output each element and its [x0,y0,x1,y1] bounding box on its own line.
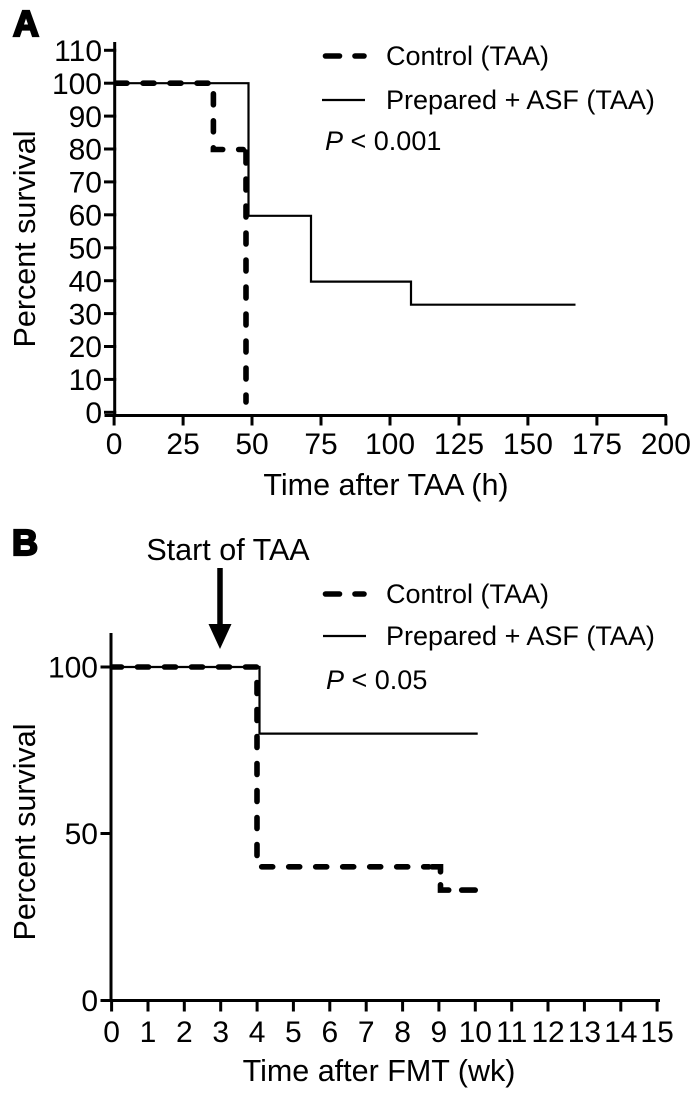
svg-text:70: 70 [69,167,102,200]
svg-text:P < 0.001: P < 0.001 [325,126,441,156]
svg-text:50: 50 [65,818,98,851]
svg-text:3: 3 [212,1016,229,1049]
svg-text:200: 200 [641,428,691,461]
svg-text:80: 80 [69,134,102,167]
svg-text:2: 2 [176,1016,193,1049]
svg-text:100: 100 [365,428,415,461]
svg-text:50: 50 [69,233,102,266]
svg-text:Prepared + ASF (TAA): Prepared + ASF (TAA) [386,621,655,651]
svg-text:4: 4 [249,1016,266,1049]
svg-text:A: A [13,3,39,44]
svg-text:150: 150 [503,428,553,461]
svg-text:Percent survival: Percent survival [8,131,42,348]
svg-text:9: 9 [431,1016,448,1049]
svg-text:Time after FMT (wk): Time after FMT (wk) [243,1054,516,1088]
svg-text:10: 10 [459,1016,492,1049]
svg-text:13: 13 [568,1016,601,1049]
svg-text:20: 20 [69,331,102,364]
svg-text:11: 11 [496,1016,527,1049]
svg-text:0: 0 [81,985,98,1018]
svg-text:1: 1 [140,1016,157,1049]
svg-text:Time after TAA (h): Time after TAA (h) [263,468,508,502]
svg-text:25: 25 [166,428,199,461]
svg-text:0: 0 [85,397,102,430]
svg-text:15: 15 [640,1016,673,1049]
svg-text:Start of TAA: Start of TAA [146,533,310,567]
svg-text:90: 90 [69,101,102,134]
svg-text:6: 6 [321,1016,338,1049]
svg-text:125: 125 [434,428,484,461]
svg-text:30: 30 [69,298,102,331]
svg-text:75: 75 [304,428,337,461]
svg-text:8: 8 [394,1016,411,1049]
svg-text:0: 0 [106,428,123,461]
svg-text:40: 40 [69,265,102,298]
svg-text:110: 110 [54,35,102,68]
svg-text:Control (TAA): Control (TAA) [386,579,549,609]
svg-text:Prepared + ASF (TAA): Prepared + ASF (TAA) [386,85,655,115]
svg-text:P < 0.05: P < 0.05 [326,665,427,695]
svg-text:50: 50 [235,428,268,461]
svg-text:14: 14 [604,1016,637,1049]
svg-text:60: 60 [69,200,102,233]
svg-text:175: 175 [572,428,622,461]
svg-text:Control (TAA): Control (TAA) [386,41,549,71]
svg-text:0: 0 [103,1016,120,1049]
svg-text:12: 12 [531,1016,564,1049]
svg-text:100: 100 [48,652,98,685]
svg-text:10: 10 [69,364,102,397]
svg-text:7: 7 [358,1016,375,1049]
svg-text:Percent survival: Percent survival [8,724,42,941]
svg-text:100: 100 [52,68,102,101]
svg-text:B: B [12,522,38,563]
svg-text:5: 5 [285,1016,302,1049]
